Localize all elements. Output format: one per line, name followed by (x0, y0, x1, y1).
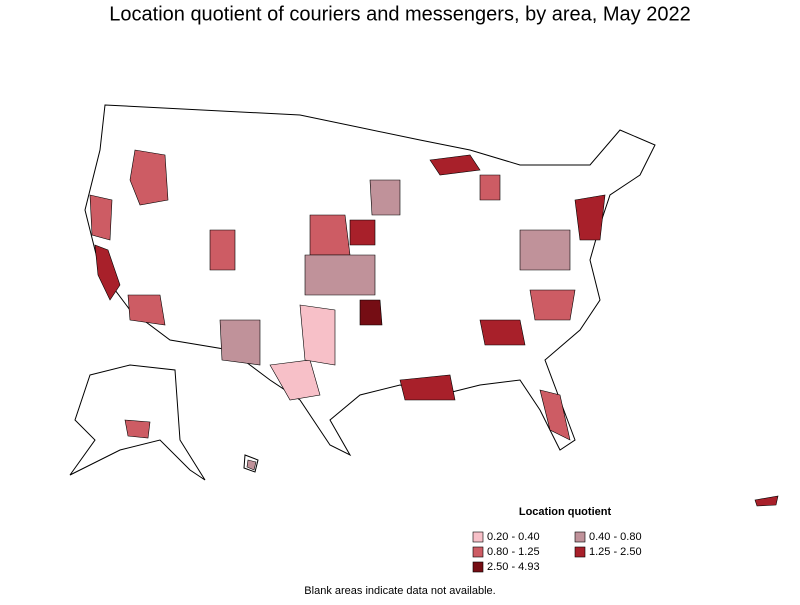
map-area (129, 149, 169, 206)
legend-swatch (472, 546, 484, 558)
map-area (304, 254, 376, 296)
map-area (754, 495, 779, 507)
map-area (219, 319, 261, 366)
legend-swatch (574, 531, 586, 543)
map-area (519, 229, 571, 271)
legend-label: 1.25 - 2.50 (589, 546, 642, 558)
footnote: Blank areas indicate data not available. (304, 585, 495, 597)
legend-swatch (574, 546, 586, 558)
map-area (399, 374, 456, 401)
map-area (369, 179, 401, 216)
legend-swatch (472, 561, 484, 573)
map-area (127, 294, 166, 326)
legend-label: 2.50 - 4.93 (487, 561, 540, 573)
map-area (539, 389, 571, 441)
map-area (269, 359, 321, 401)
legend-label: 0.40 - 0.80 (589, 531, 642, 543)
map-area (429, 154, 481, 176)
map-area (349, 219, 376, 246)
map-area (209, 229, 236, 271)
legend: Location quotient 0.20 - 0.40 0.40 - 0.80… (472, 506, 642, 573)
map-area (89, 194, 113, 241)
map-area (479, 174, 501, 201)
legend-label: 0.20 - 0.40 (487, 531, 540, 543)
legend-label: 0.80 - 1.25 (487, 546, 540, 558)
map-area (309, 214, 351, 256)
map-title: Location quotient of couriers and messen… (109, 3, 690, 25)
map-areas (89, 149, 779, 507)
map-area (94, 244, 121, 301)
legend-title: Location quotient (519, 506, 612, 518)
map-area (246, 459, 257, 471)
map-area (359, 299, 383, 326)
map-area (299, 304, 336, 366)
legend-swatch (472, 531, 484, 543)
map-area (529, 289, 576, 321)
us-map (69, 104, 779, 507)
map-area (574, 194, 606, 241)
map-area (479, 319, 526, 346)
map-area (124, 419, 151, 439)
